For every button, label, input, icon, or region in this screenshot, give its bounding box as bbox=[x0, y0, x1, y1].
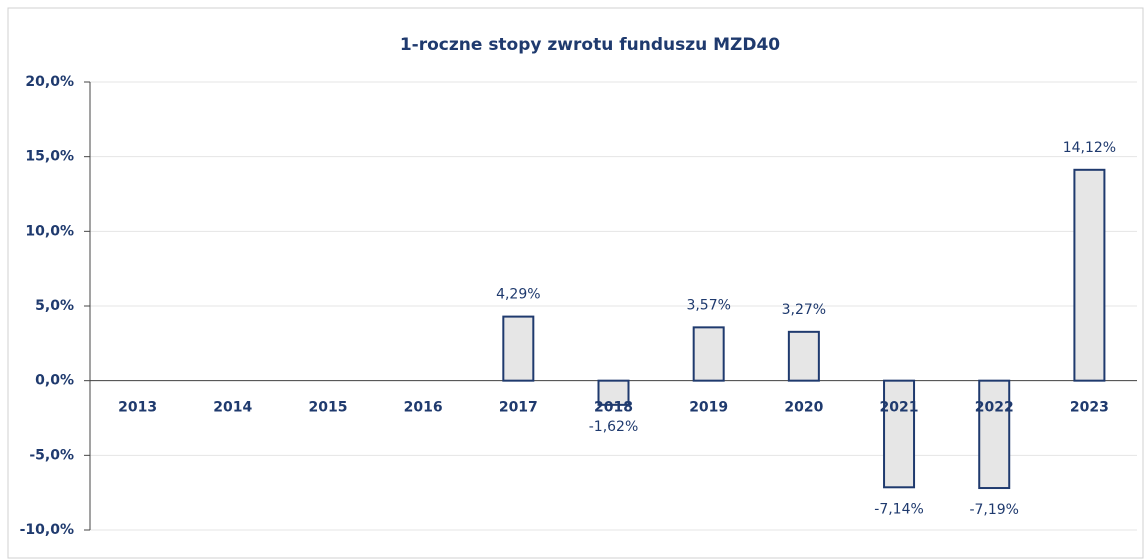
chart-frame bbox=[7, 7, 1144, 559]
chart-title: 1-roczne stopy zwrotu funduszu MZD40 bbox=[400, 35, 780, 55]
bar bbox=[1073, 168, 1106, 382]
bar bbox=[883, 379, 916, 489]
value-label: 3,27% bbox=[782, 302, 826, 318]
value-label: -1,62% bbox=[589, 419, 639, 435]
x-tick-label: 2018 bbox=[594, 400, 633, 416]
x-tick-label: 2021 bbox=[880, 400, 919, 416]
x-tick-label: 2013 bbox=[118, 400, 157, 416]
y-tick-label: -5,0% bbox=[29, 447, 74, 463]
bar bbox=[978, 379, 1011, 490]
x-tick-label: 2019 bbox=[689, 400, 728, 416]
x-tick-label: 2017 bbox=[499, 400, 538, 416]
x-tick-label: 2022 bbox=[975, 400, 1014, 416]
y-tick-label: 15,0% bbox=[25, 149, 74, 165]
y-tick-label: 10,0% bbox=[25, 223, 74, 239]
y-tick-label: 5,0% bbox=[35, 298, 74, 314]
x-tick-label: 2020 bbox=[784, 400, 823, 416]
value-label: 3,57% bbox=[686, 297, 730, 313]
bar bbox=[597, 379, 630, 406]
x-tick-label: 2015 bbox=[308, 400, 347, 416]
value-label: 14,12% bbox=[1063, 140, 1116, 156]
bar bbox=[502, 315, 535, 382]
y-tick-label: 20,0% bbox=[25, 74, 74, 90]
value-label: -7,19% bbox=[969, 502, 1019, 518]
y-tick-label: 0,0% bbox=[35, 373, 74, 389]
value-label: 4,29% bbox=[496, 287, 540, 303]
value-label: -7,14% bbox=[874, 501, 924, 517]
x-tick-label: 2014 bbox=[213, 400, 252, 416]
bar bbox=[787, 330, 820, 382]
bar bbox=[692, 326, 725, 382]
x-tick-label: 2016 bbox=[404, 400, 443, 416]
y-tick-label: -10,0% bbox=[20, 522, 74, 538]
x-tick-label: 2023 bbox=[1070, 400, 1109, 416]
